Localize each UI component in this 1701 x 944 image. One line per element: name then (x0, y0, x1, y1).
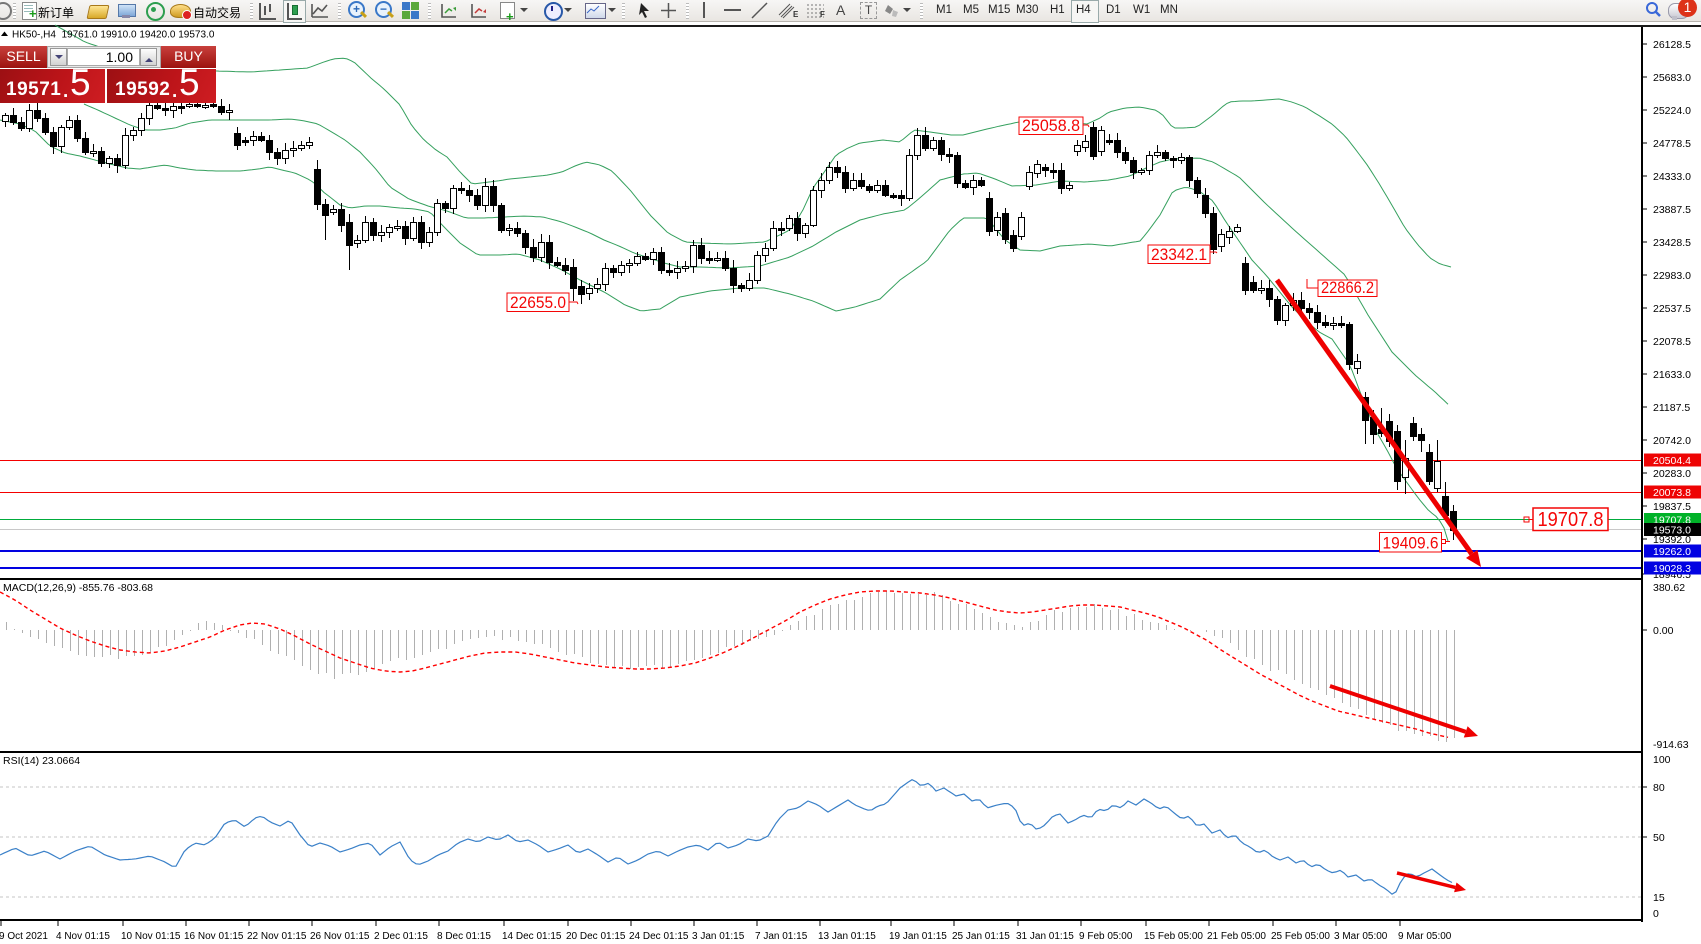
svg-text:MACD(12,26,9) -855.76 -803.68: MACD(12,26,9) -855.76 -803.68 (3, 582, 153, 594)
svg-text:22866.2: 22866.2 (1321, 278, 1374, 297)
svg-text:23887.5: 23887.5 (1653, 204, 1691, 216)
svg-text:25224.0: 25224.0 (1653, 105, 1691, 117)
svg-text:25 Jan 01:15: 25 Jan 01:15 (952, 931, 1010, 942)
svg-text:15: 15 (1653, 892, 1665, 904)
svg-text:19392.0: 19392.0 (1653, 534, 1691, 546)
svg-text:14 Dec 01:15: 14 Dec 01:15 (502, 931, 562, 942)
svg-text:8 Dec 01:15: 8 Dec 01:15 (437, 931, 491, 942)
svg-text:31 Jan 01:15: 31 Jan 01:15 (1016, 931, 1074, 942)
svg-text:23342.1: 23342.1 (1151, 245, 1207, 264)
svg-text:9 Mar 05:00: 9 Mar 05:00 (1398, 931, 1452, 942)
svg-text:24778.5: 24778.5 (1653, 138, 1691, 150)
svg-text:22 Nov 01:15: 22 Nov 01:15 (247, 931, 307, 942)
svg-text:19409.6: 19409.6 (1383, 534, 1439, 553)
svg-text:20742.0: 20742.0 (1653, 435, 1691, 447)
svg-text:24333.0: 24333.0 (1653, 171, 1691, 183)
svg-text:26128.5: 26128.5 (1653, 39, 1691, 51)
svg-text:19707.8: 19707.8 (1538, 509, 1604, 531)
svg-text:21 Feb 05:00: 21 Feb 05:00 (1207, 931, 1266, 942)
svg-text:380.62: 380.62 (1653, 582, 1685, 594)
svg-text:50: 50 (1653, 832, 1665, 844)
svg-text:HK50-,H4 19761.0 19910.0 1942: HK50-,H4 19761.0 19910.0 19420.0 19573.0 (12, 30, 215, 41)
svg-text:22537.5: 22537.5 (1653, 303, 1691, 315)
svg-text:23428.5: 23428.5 (1653, 237, 1691, 249)
svg-text:24 Dec 01:15: 24 Dec 01:15 (629, 931, 689, 942)
svg-text:20 Dec 01:15: 20 Dec 01:15 (566, 931, 626, 942)
svg-text:25 Feb 05:00: 25 Feb 05:00 (1271, 931, 1330, 942)
svg-text:25058.8: 25058.8 (1022, 116, 1080, 135)
svg-text:25683.0: 25683.0 (1653, 72, 1691, 84)
svg-text:100: 100 (1653, 754, 1671, 766)
svg-text:3 Jan 01:15: 3 Jan 01:15 (692, 931, 745, 942)
svg-text:21633.0: 21633.0 (1653, 369, 1691, 381)
svg-text:0.00: 0.00 (1653, 625, 1674, 637)
svg-text:80: 80 (1653, 782, 1665, 794)
svg-text:16 Nov 01:15: 16 Nov 01:15 (184, 931, 244, 942)
svg-text:19 Jan 01:15: 19 Jan 01:15 (889, 931, 947, 942)
svg-text:19028.3: 19028.3 (1653, 563, 1691, 575)
svg-text:19262.0: 19262.0 (1653, 546, 1691, 558)
svg-text:9 Oct 2021: 9 Oct 2021 (0, 931, 48, 942)
svg-text:20283.0: 20283.0 (1653, 468, 1691, 480)
svg-text:7 Jan 01:15: 7 Jan 01:15 (755, 931, 808, 942)
svg-text:0: 0 (1653, 908, 1659, 920)
svg-text:26 Nov 01:15: 26 Nov 01:15 (310, 931, 370, 942)
svg-text:15 Feb 05:00: 15 Feb 05:00 (1144, 931, 1203, 942)
svg-text:9 Feb 05:00: 9 Feb 05:00 (1079, 931, 1133, 942)
svg-text:22078.5: 22078.5 (1653, 336, 1691, 348)
svg-text:22983.0: 22983.0 (1653, 270, 1691, 282)
svg-text:20504.4: 20504.4 (1653, 455, 1691, 467)
svg-text:10 Nov 01:15: 10 Nov 01:15 (121, 931, 181, 942)
svg-text:20073.8: 20073.8 (1653, 487, 1691, 499)
svg-text:19837.5: 19837.5 (1653, 501, 1691, 513)
svg-text:22655.0: 22655.0 (510, 293, 566, 312)
svg-text:2 Dec 01:15: 2 Dec 01:15 (374, 931, 428, 942)
svg-text:21187.5: 21187.5 (1653, 402, 1690, 414)
svg-text:4 Nov 01:15: 4 Nov 01:15 (56, 931, 110, 942)
svg-text:RSI(14) 23.0664: RSI(14) 23.0664 (3, 755, 80, 767)
svg-text:19573.0: 19573.0 (1653, 525, 1691, 537)
svg-text:3 Mar 05:00: 3 Mar 05:00 (1334, 931, 1388, 942)
svg-text:-914.63: -914.63 (1653, 739, 1689, 751)
svg-text:13 Jan 01:15: 13 Jan 01:15 (818, 931, 876, 942)
